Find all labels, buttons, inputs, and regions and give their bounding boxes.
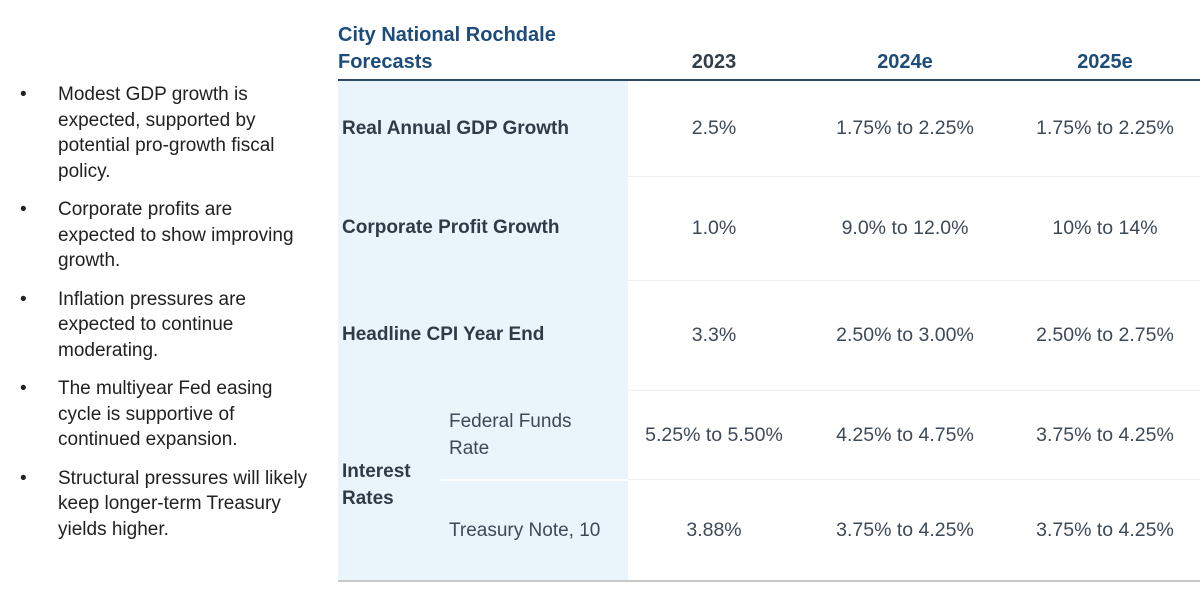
- bullet-item: • Modest GDP growth is expected, support…: [20, 82, 314, 184]
- bullet-icon: •: [20, 288, 27, 310]
- table-title: City National Rochdale Forecasts: [338, 24, 556, 73]
- cell-profit-2025e: 10% to 14%: [1010, 176, 1200, 280]
- bullet-text-fed-easing: The multiyear Fed easing cycle is suppor…: [58, 378, 273, 450]
- bullet-icon: •: [20, 378, 27, 399]
- cell-gdp-2025e: 1.75% to 2.25%: [1036, 117, 1174, 139]
- column-header-2025e: 2025e: [1077, 51, 1133, 73]
- cell-fedfunds-2025e: 3.75% to 4.25%: [1010, 390, 1200, 479]
- cell-treasury-2023: 3.88%: [628, 479, 800, 580]
- cell-treasury-2024e: 3.75% to 4.25%: [800, 479, 1010, 580]
- bullet-item: • Inflation pressures are expected to co…: [20, 287, 314, 364]
- cell-cpi-2024e: 2.50% to 3.00%: [800, 280, 1010, 390]
- bullet-text-profits: Corporate profits are expected to show i…: [58, 199, 294, 271]
- bullet-text-inflation: Inflation pressures are expected to cont…: [58, 288, 246, 361]
- table-body: Real Annual GDP Growth 2.5% 1.75% to 2.2…: [338, 81, 1200, 582]
- cell-profit-2023: 1.0%: [628, 176, 800, 280]
- cell-cpi-2025e: 2.50% to 2.75%: [1010, 280, 1200, 390]
- bullet-icon: •: [20, 467, 27, 489]
- bullet-item: • The multiyear Fed easing cycle is supp…: [20, 376, 314, 453]
- column-header-2023: 2023: [691, 51, 737, 73]
- bullet-item: • Corporate profits are expected to show…: [20, 197, 314, 274]
- bullet-text-treasury-yields: Structural pressures will likely keep lo…: [58, 467, 308, 540]
- cell-gdp-2023: 2.5%: [691, 117, 737, 139]
- row-sublabel-federal-funds-rate: Federal Funds Rate: [440, 390, 628, 479]
- commentary-bullet-list: • Modest GDP growth is expected, support…: [20, 82, 314, 555]
- cell-cpi-2023: 3.3%: [628, 280, 800, 390]
- cell-fedfunds-2023: 5.25% to 5.50%: [628, 390, 800, 479]
- cell-gdp-2024e: 1.75% to 2.25%: [836, 117, 974, 139]
- bullet-icon: •: [20, 84, 27, 105]
- bullet-item: • Structural pressures will likely keep …: [20, 466, 314, 543]
- cell-profit-2024e: 9.0% to 12.0%: [800, 176, 1010, 280]
- row-label-corporate-profit-growth: Corporate Profit Growth: [338, 176, 628, 280]
- row-sublabel-treasury-note-10: Treasury Note, 10: [440, 479, 628, 580]
- bullet-text-gdp: Modest GDP growth is expected, supported…: [58, 84, 275, 182]
- row-group-label-interest-rates: Interest Rates: [338, 390, 440, 580]
- row-label-real-annual-gdp-growth: Real Annual GDP Growth: [338, 81, 628, 176]
- cell-fedfunds-2024e: 4.25% to 4.75%: [800, 390, 1010, 479]
- bullet-icon: •: [20, 199, 27, 220]
- row-label-headline-cpi-year-end: Headline CPI Year End: [338, 280, 628, 390]
- column-header-2024e: 2024e: [877, 51, 933, 73]
- table-header-row: City National Rochdale Forecasts 2023 20…: [338, 22, 1200, 81]
- cell-treasury-2025e: 3.75% to 4.25%: [1010, 479, 1200, 580]
- forecast-table: City National Rochdale Forecasts 2023 20…: [338, 22, 1200, 582]
